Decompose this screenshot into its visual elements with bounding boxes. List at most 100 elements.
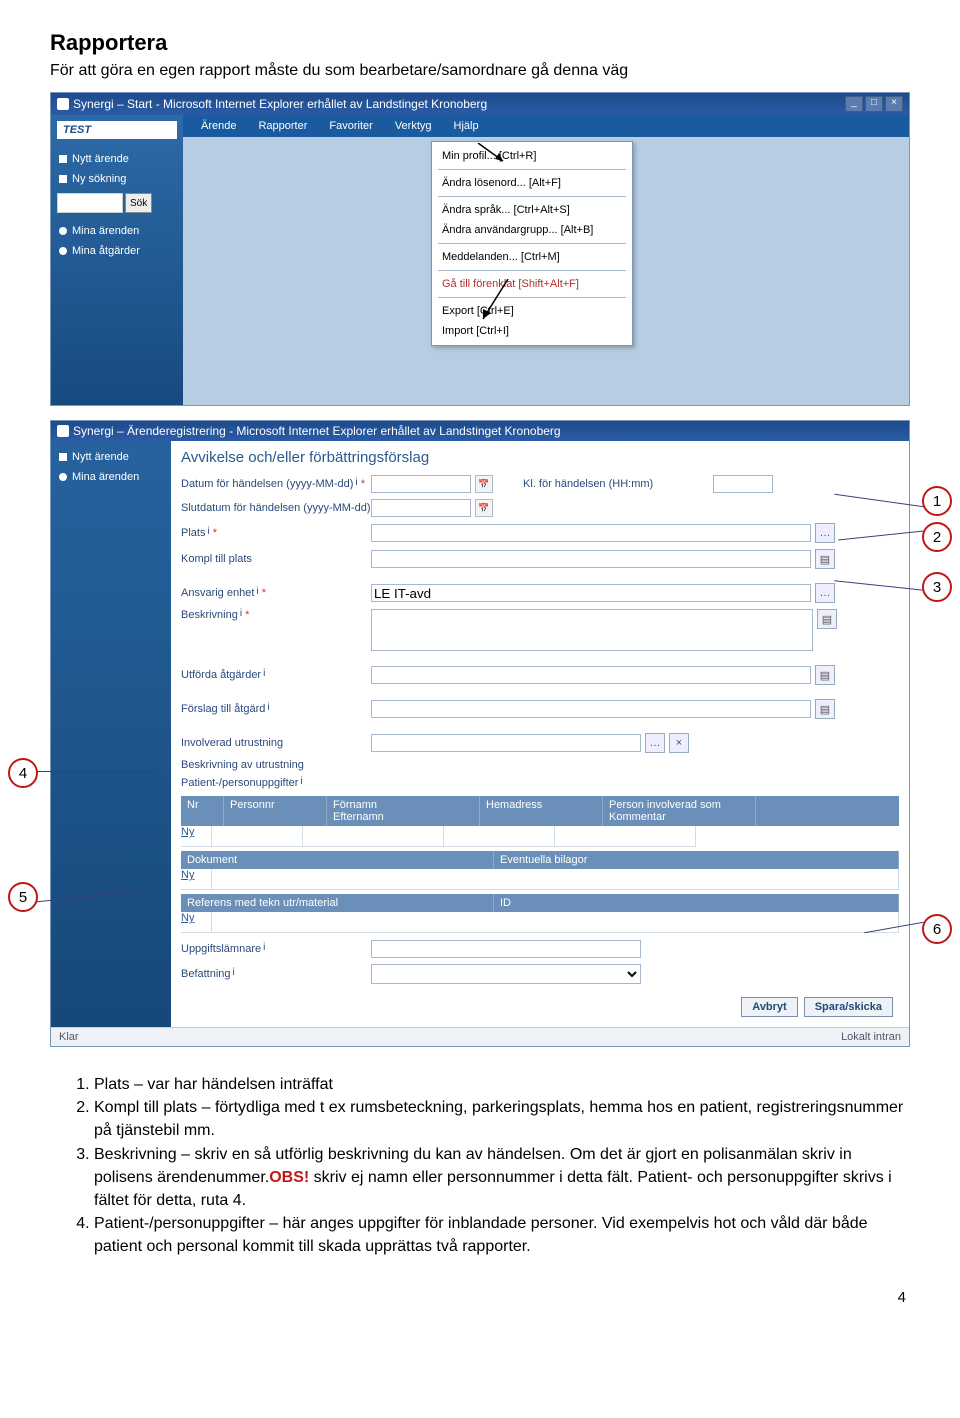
label-inv: Involverad utrustning — [181, 737, 371, 749]
search-input[interactable] — [57, 193, 123, 213]
th-en: Efternamn — [333, 811, 384, 823]
table-row: Ny — [181, 826, 899, 847]
select-bef[interactable] — [371, 964, 641, 984]
th-dok: Dokument — [181, 851, 494, 869]
input-plats[interactable] — [371, 524, 811, 542]
sidebar-label: Mina åtgärder — [72, 245, 140, 257]
calendar-icon[interactable]: 📅 — [475, 475, 493, 493]
menu-favoriter[interactable]: Favoriter — [329, 120, 372, 132]
dd-separator — [438, 169, 626, 170]
sidebar-item-ny-sokning[interactable]: Ny sökning — [57, 169, 177, 189]
dd-import[interactable]: Import [Ctrl+I] — [432, 321, 632, 341]
sidebar-item-nytt-arende[interactable]: Nytt ärende — [57, 149, 177, 169]
label-plats: Plats — [181, 527, 205, 539]
dd-profil[interactable]: Min profil... [Ctrl+R] — [432, 146, 632, 166]
ie-icon — [57, 425, 69, 437]
sidebar2-nytt[interactable]: Nytt ärende — [57, 447, 165, 467]
ny-link[interactable]: Ny — [181, 869, 212, 890]
page-number: 4 — [50, 1289, 910, 1306]
dd-losenord[interactable]: Ändra lösenord... [Alt+F] — [432, 173, 632, 193]
lookup-button[interactable]: … — [645, 733, 665, 753]
row-bef: Befattningi — [171, 961, 909, 987]
label-kompl: Kompl till plats — [181, 553, 371, 565]
cell-input[interactable] — [555, 826, 695, 846]
button-bar: Avbryt Spara/skicka — [171, 987, 909, 1027]
row-slut: Slutdatum för händelsen (yyyy-MM-dd) 📅 — [171, 496, 909, 520]
label-bef: Befattning — [181, 968, 231, 980]
sidebar-label: Mina ärenden — [72, 225, 139, 237]
search-button[interactable]: Sök — [125, 193, 152, 213]
ny-link[interactable]: Ny — [181, 912, 212, 933]
sidebar2-mina[interactable]: Mina ärenden — [57, 467, 165, 487]
ie-icon — [57, 98, 69, 110]
lookup-button[interactable]: … — [815, 523, 835, 543]
input-datum[interactable] — [371, 475, 471, 493]
lookup-button[interactable]: … — [815, 583, 835, 603]
close-button[interactable]: × — [885, 96, 903, 112]
cell-input[interactable] — [212, 869, 898, 889]
row-beskrutr: Beskrivning av utrustning — [171, 756, 909, 774]
th-bilag: Eventuella bilagor — [494, 851, 899, 869]
form-title: Avvikelse och/eller förbättringsförslag — [171, 441, 909, 472]
menu-verktyg[interactable]: Verktyg — [395, 120, 432, 132]
input-utforda[interactable] — [371, 666, 811, 684]
label-ansvarig: Ansvarig enhet — [181, 587, 254, 599]
maximize-button[interactable]: □ — [865, 96, 883, 112]
note-icon[interactable]: ▤ — [815, 549, 835, 569]
sidebar-item-mina-atgarder[interactable]: Mina åtgärder — [57, 241, 177, 261]
callout-6: 6 — [922, 914, 952, 944]
dd-sprak[interactable]: Ändra språk... [Ctrl+Alt+S] — [432, 200, 632, 220]
label-beskr: Beskrivning — [181, 609, 238, 621]
input-uppg[interactable] — [371, 940, 641, 958]
obs-text: OBS! — [269, 1169, 309, 1186]
input-kompl[interactable] — [371, 550, 811, 568]
clear-button[interactable]: × — [669, 733, 689, 753]
th-ko: Kommentar — [609, 811, 666, 823]
spara-button[interactable]: Spara/skicka — [804, 997, 893, 1017]
minimize-button[interactable]: _ — [845, 96, 863, 112]
note-icon[interactable]: ▤ — [815, 665, 835, 685]
row-uppg: Uppgiftslämnarei — [171, 937, 909, 961]
status-lokal: Lokalt intran — [841, 1031, 901, 1043]
dd-meddelanden[interactable]: Meddelanden... [Ctrl+M] — [432, 247, 632, 267]
dd-anvandargrupp[interactable]: Ändra användargrupp... [Alt+B] — [432, 220, 632, 240]
dd-export[interactable]: Export [Ctrl+E] — [432, 301, 632, 321]
label-utforda: Utförda åtgärder — [181, 669, 261, 681]
label-patient: Patient-/personuppgifter — [181, 777, 298, 789]
input-ansvarig[interactable] — [371, 584, 811, 602]
statusbar: Klar Lokalt intran — [51, 1027, 909, 1046]
input-forslag[interactable] — [371, 700, 811, 718]
list-item-3: Beskrivning – skriv en så utförlig beskr… — [94, 1143, 910, 1213]
calendar-icon[interactable]: 📅 — [475, 499, 493, 517]
ny-link[interactable]: Ny — [181, 826, 212, 847]
cell-input[interactable] — [303, 826, 443, 846]
dd-separator — [438, 270, 626, 271]
patient-table: Nr Personnr FörnamnEfternamn Hemadress P… — [181, 796, 899, 847]
th-pnr: Personnr — [224, 796, 327, 826]
cell-input[interactable] — [444, 826, 554, 846]
sidebar-label: Nytt ärende — [72, 451, 129, 463]
note-icon[interactable]: ▤ — [815, 699, 835, 719]
input-slut[interactable] — [371, 499, 471, 517]
sidebar-item-mina-arenden[interactable]: Mina ärenden — [57, 221, 177, 241]
label-datum: Datum för händelsen (yyyy-MM-dd) — [181, 478, 353, 490]
menu-hjalp[interactable]: Hjälp — [454, 120, 479, 132]
sidebar-label: Ny sökning — [72, 173, 126, 185]
input-kl[interactable] — [713, 475, 773, 493]
cell-input[interactable] — [212, 826, 302, 846]
form-area: Avvikelse och/eller förbättringsförslag … — [171, 441, 909, 1027]
avbryt-button[interactable]: Avbryt — [741, 997, 797, 1017]
th-nr: Nr — [181, 796, 224, 826]
textarea-beskr[interactable] — [371, 609, 813, 651]
referens-table: Referens med tekn utr/materialID Ny — [181, 894, 899, 933]
menu-rapporter[interactable]: Rapporter — [258, 120, 307, 132]
cell-input[interactable] — [212, 912, 898, 932]
input-inv[interactable] — [371, 734, 641, 752]
dd-separator — [438, 297, 626, 298]
menu-arende[interactable]: Ärende — [201, 120, 236, 132]
dd-forenklat[interactable]: Gå till förenklat [Shift+Alt+F] — [432, 274, 632, 294]
bullet-icon — [59, 473, 67, 481]
note-icon[interactable]: ▤ — [817, 609, 837, 629]
label-slut: Slutdatum för händelsen (yyyy-MM-dd) — [181, 502, 371, 514]
logo-test: TEST — [57, 121, 177, 139]
